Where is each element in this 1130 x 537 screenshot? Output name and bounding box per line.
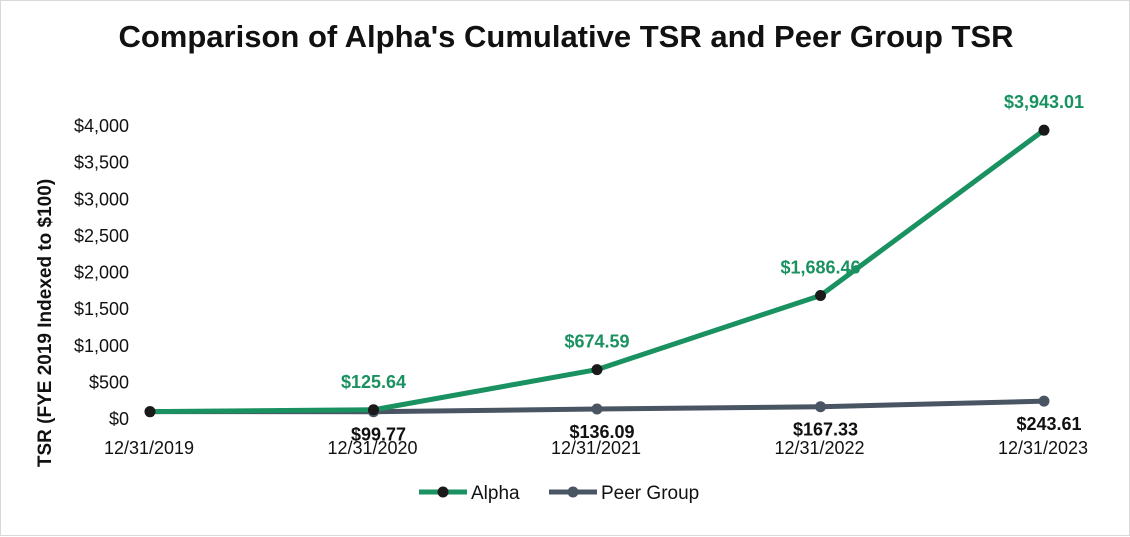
y-tick-label: $3,500 xyxy=(74,153,129,173)
data-label-peer-group: $136.09 xyxy=(569,422,634,442)
chart-title: Comparison of Alpha's Cumulative TSR and… xyxy=(118,19,1014,54)
y-tick-label: $500 xyxy=(89,372,129,392)
x-tick-label: 12/31/2022 xyxy=(774,438,864,458)
data-label-alpha: $125.64 xyxy=(341,372,406,392)
data-labels: $125.64 $674.59 $1,686.46 $3,943.01 $99.77 $1… xyxy=(341,92,1084,445)
y-tick-label: $0 xyxy=(109,409,129,429)
data-point-alpha xyxy=(368,404,379,416)
data-label-peer-group: $167.33 xyxy=(793,420,858,440)
data-point-alpha xyxy=(591,364,603,376)
y-tick-label: $2,500 xyxy=(74,226,129,246)
series-markers xyxy=(144,124,1050,418)
y-axis-label: TSR (FYE 2019 Indexed to $100) xyxy=(35,179,56,467)
legend-label: Peer Group xyxy=(601,483,699,504)
legend-label: Alpha xyxy=(471,483,520,504)
data-point-peer-group xyxy=(591,403,603,415)
data-point-alpha xyxy=(815,289,826,301)
y-tick-label: $2,000 xyxy=(74,263,129,283)
data-label-alpha: $1,686.46 xyxy=(780,257,860,277)
y-tick-label: $3,000 xyxy=(74,189,129,209)
x-tick-label: 12/31/2020 xyxy=(327,438,417,458)
data-point-peer-group xyxy=(815,401,826,413)
data-label-peer-group: $243.61 xyxy=(1016,414,1081,434)
x-tick-label: 12/31/2021 xyxy=(551,438,641,458)
y-tick-label: $4,000 xyxy=(74,116,129,136)
legend-swatch-marker xyxy=(437,486,449,498)
x-tick-label: 12/31/2023 xyxy=(998,438,1088,458)
data-label-peer-group: $99.77 xyxy=(351,425,406,445)
legend-item-peer-group: Peer Group xyxy=(549,483,699,504)
y-axis: $0 $500 $1,000 $1,500 $2,000 $2,500 $3,000 $3,5… xyxy=(74,116,129,429)
legend: Alpha Peer Group xyxy=(419,483,699,504)
data-point-alpha xyxy=(144,406,156,418)
legend-item-alpha: Alpha xyxy=(419,483,520,504)
x-axis: 12/31/2019 12/31/2020 12/31/2021 12/31/2022… xyxy=(104,438,1088,458)
y-tick-label: $1,500 xyxy=(74,299,129,319)
data-label-alpha: $674.59 xyxy=(564,332,629,352)
x-tick-label: 12/31/2019 xyxy=(104,438,194,458)
legend-swatch-marker xyxy=(567,486,579,498)
y-tick-label: $1,000 xyxy=(74,336,129,356)
data-point-alpha xyxy=(1038,124,1050,136)
data-point-peer-group xyxy=(1038,395,1050,407)
data-label-alpha: $3,943.01 xyxy=(1004,92,1084,112)
